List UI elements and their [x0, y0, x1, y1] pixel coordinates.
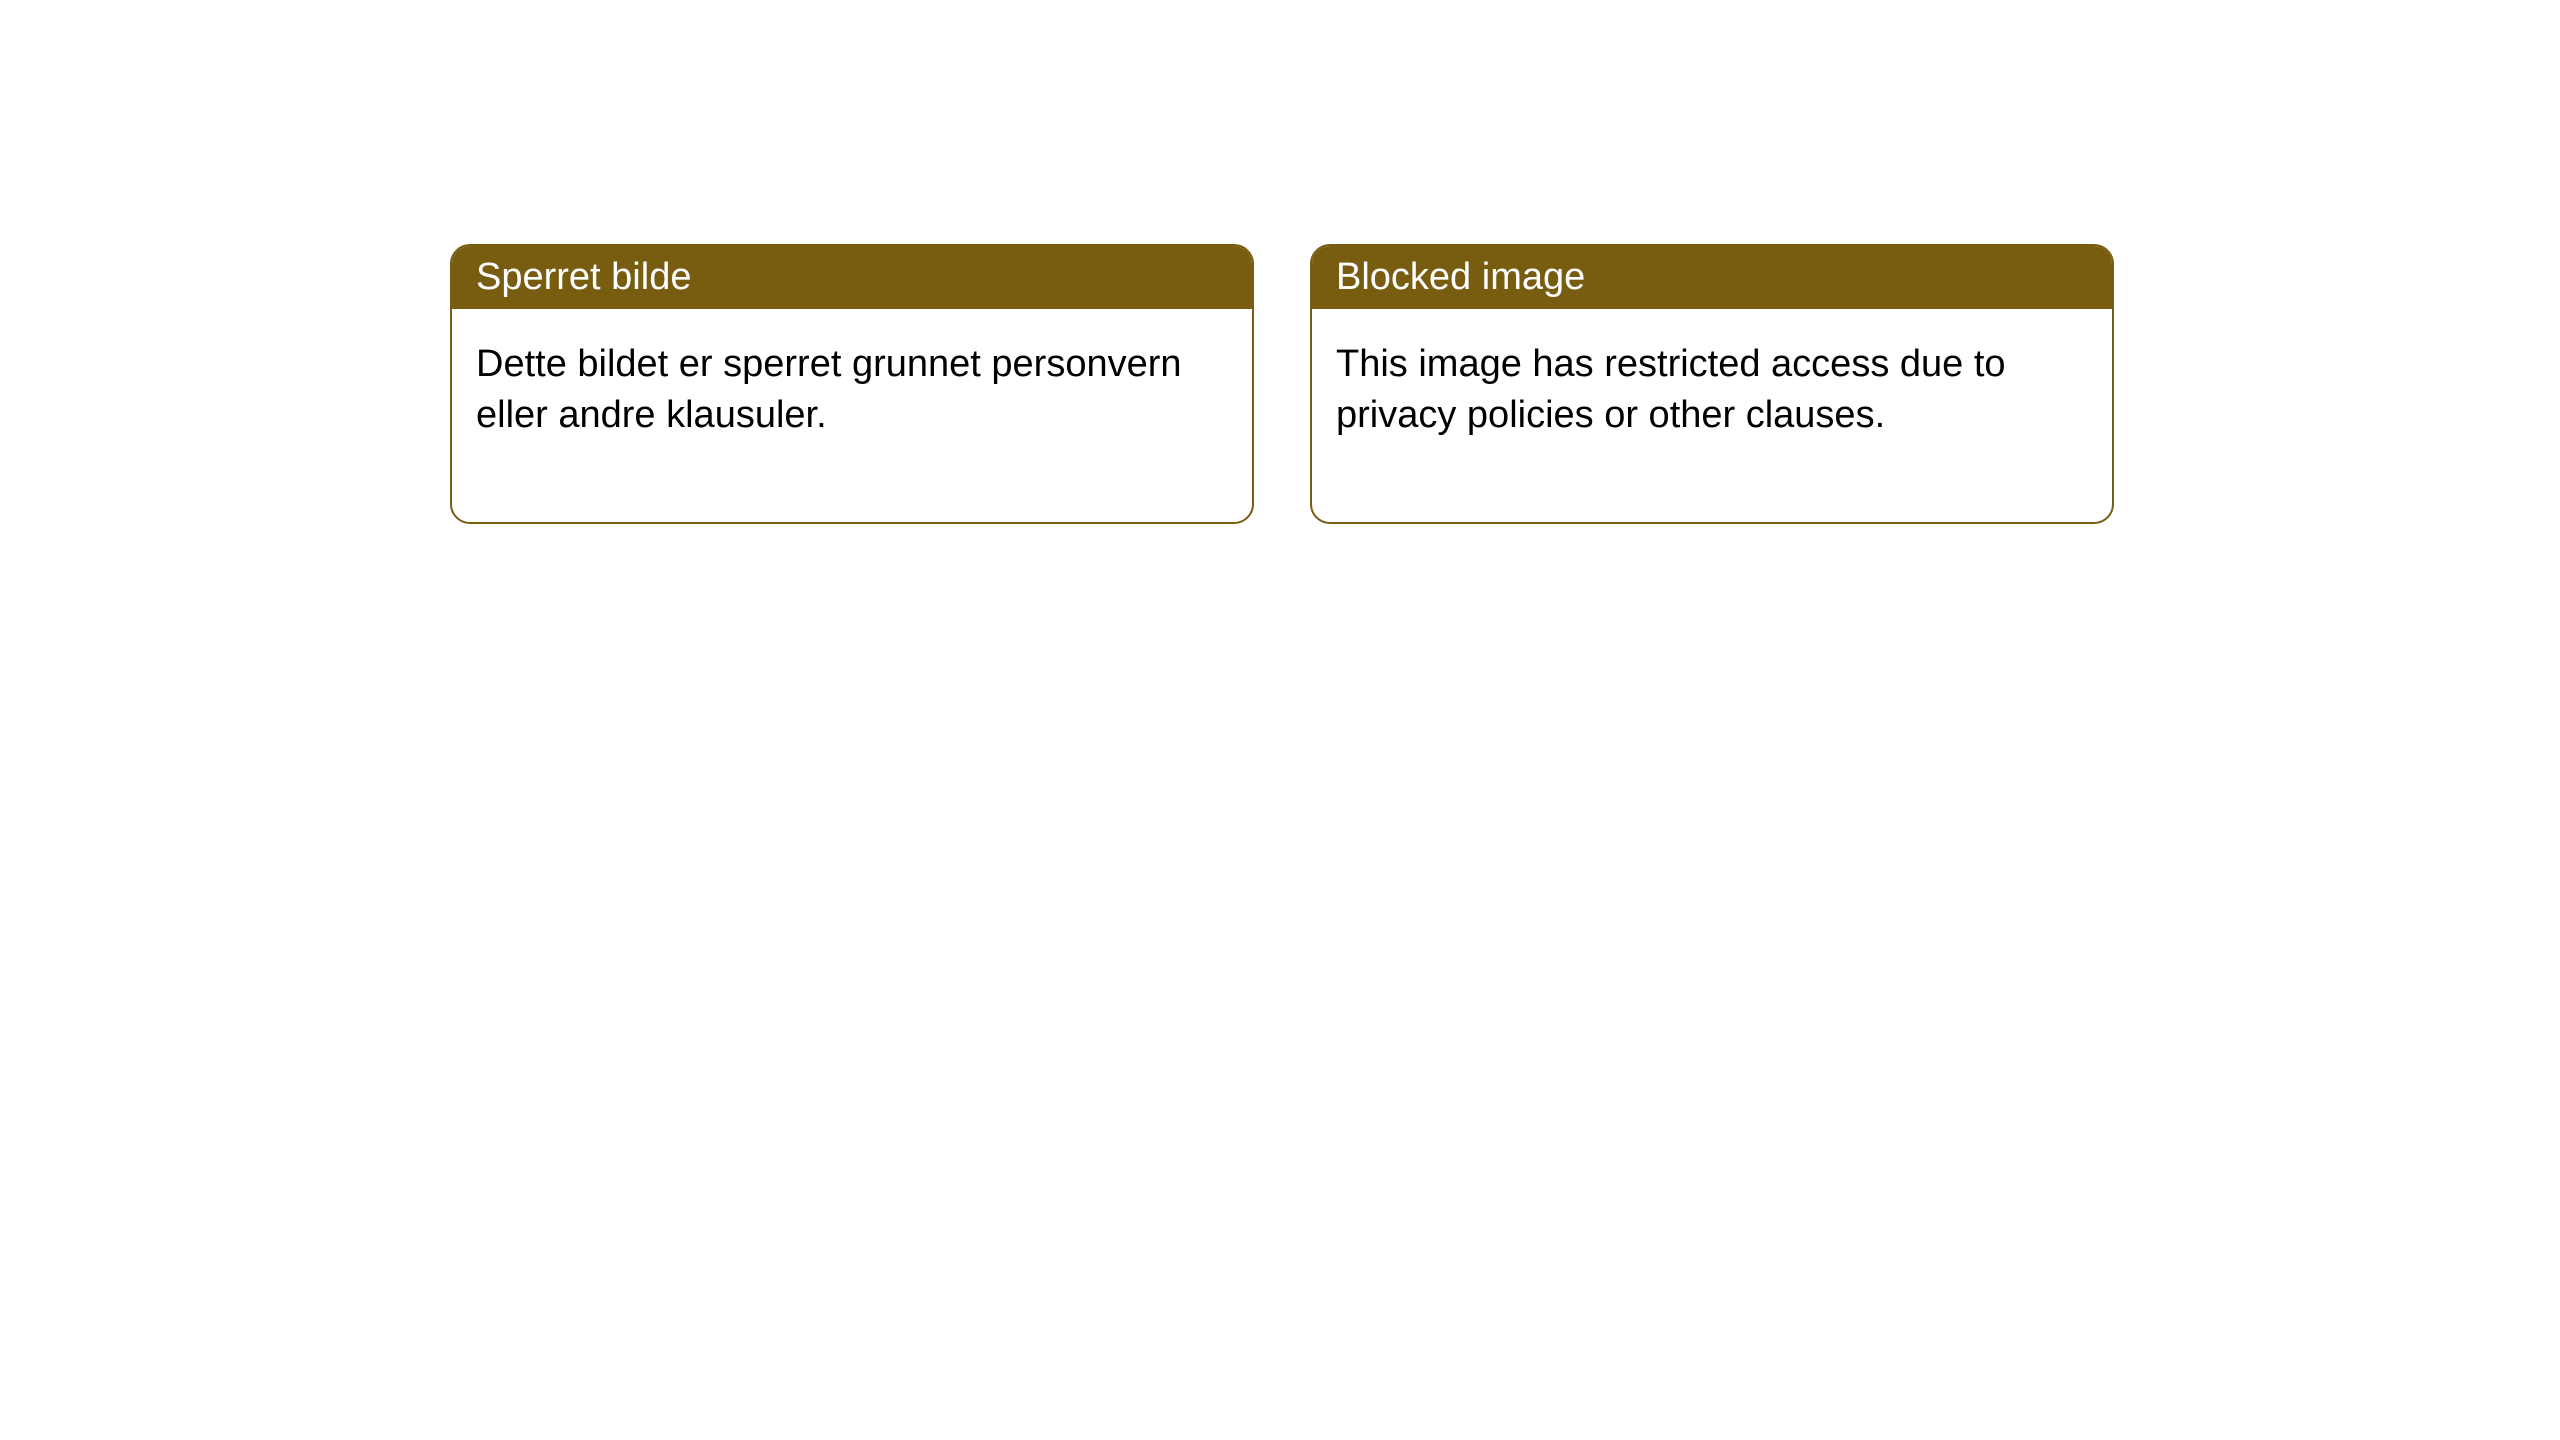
notice-header: Blocked image — [1312, 246, 2112, 309]
notice-message: This image has restricted access due to … — [1336, 343, 2006, 436]
notice-title: Blocked image — [1336, 256, 1585, 298]
notice-card-english: Blocked image This image has restricted … — [1310, 244, 2114, 524]
notice-title: Sperret bilde — [476, 256, 691, 298]
notice-card-norwegian: Sperret bilde Dette bildet er sperret gr… — [450, 244, 1254, 524]
notice-container: Sperret bilde Dette bildet er sperret gr… — [450, 244, 2114, 524]
notice-header: Sperret bilde — [452, 246, 1252, 309]
notice-body: Dette bildet er sperret grunnet personve… — [452, 309, 1252, 522]
notice-message: Dette bildet er sperret grunnet personve… — [476, 343, 1182, 436]
notice-body: This image has restricted access due to … — [1312, 309, 2112, 522]
